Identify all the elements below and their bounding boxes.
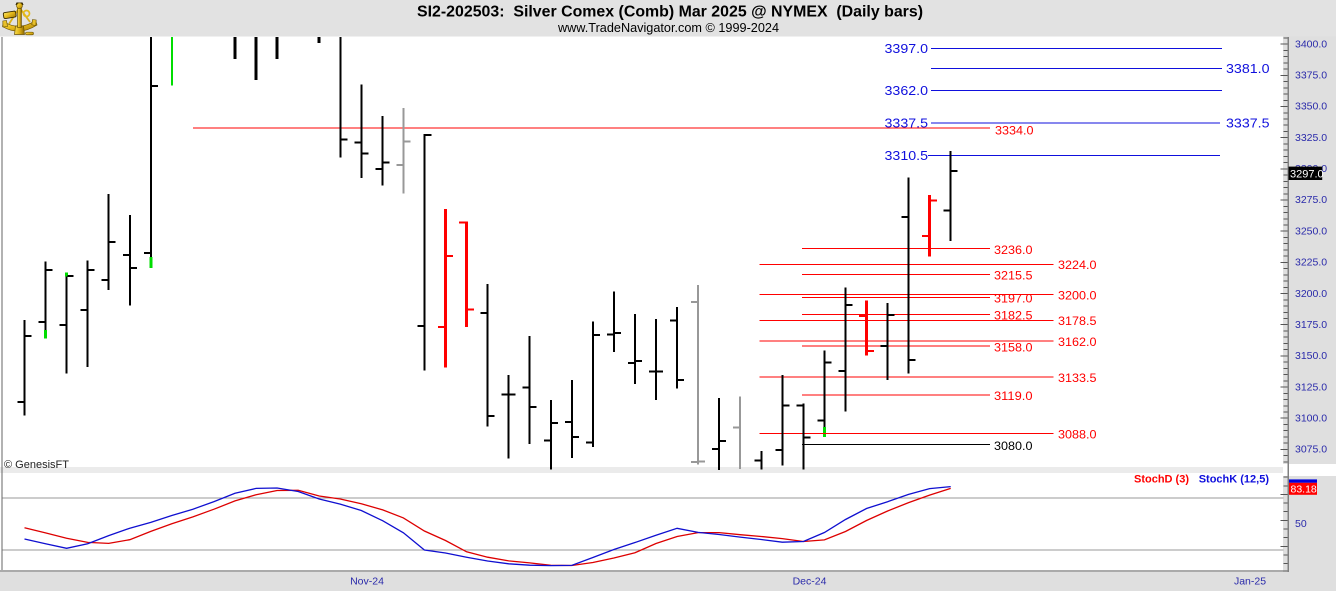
svg-text:3150.0: 3150.0 <box>1295 350 1327 362</box>
svg-text:3080.0: 3080.0 <box>994 439 1033 453</box>
svg-text:3197.0: 3197.0 <box>994 292 1033 306</box>
svg-text:3337.5: 3337.5 <box>1226 116 1270 131</box>
svg-text:3325.0: 3325.0 <box>1295 132 1327 144</box>
svg-text:3200.0: 3200.0 <box>1058 289 1097 303</box>
svg-text:3334.0: 3334.0 <box>995 124 1034 138</box>
svg-text:Jan-25: Jan-25 <box>1234 576 1266 588</box>
svg-text:3375.0: 3375.0 <box>1295 70 1327 82</box>
svg-text:3350.0: 3350.0 <box>1295 101 1327 113</box>
svg-text:3119.0: 3119.0 <box>994 389 1033 403</box>
svg-text:www.TradeNavigator.com © 1999-: www.TradeNavigator.com © 1999-2024 <box>557 21 779 35</box>
svg-text:3236.0: 3236.0 <box>994 243 1033 257</box>
svg-text:3200.0: 3200.0 <box>1295 288 1327 300</box>
svg-text:3182.5: 3182.5 <box>994 309 1033 323</box>
svg-text:3400.0: 3400.0 <box>1295 38 1327 50</box>
svg-text:3225.0: 3225.0 <box>1295 257 1327 269</box>
svg-text:3362.0: 3362.0 <box>885 83 929 98</box>
svg-text:83.18: 83.18 <box>1291 484 1317 496</box>
svg-text:3162.0: 3162.0 <box>1058 335 1097 349</box>
svg-text:3075.0: 3075.0 <box>1295 444 1327 456</box>
svg-text:Dec-24: Dec-24 <box>793 576 827 588</box>
svg-text:3250.0: 3250.0 <box>1295 225 1327 237</box>
svg-text:3088.0: 3088.0 <box>1058 428 1097 442</box>
svg-text:3275.0: 3275.0 <box>1295 194 1327 206</box>
svg-text:StochD (3): StochD (3) <box>1134 473 1189 485</box>
svg-text:3337.5: 3337.5 <box>885 116 929 131</box>
svg-text:SI2-202503: Silver Comex (Com: SI2-202503: Silver Comex (Comb) Mar 2025… <box>417 3 923 20</box>
svg-text:3215.5: 3215.5 <box>994 269 1033 283</box>
svg-text:© GenesisFT: © GenesisFT <box>4 459 69 471</box>
svg-text:3125.0: 3125.0 <box>1295 381 1327 393</box>
svg-text:StochK (12,5): StochK (12,5) <box>1199 473 1270 485</box>
svg-text:3100.0: 3100.0 <box>1295 412 1327 424</box>
svg-text:3397.0: 3397.0 <box>885 41 929 56</box>
svg-text:3178.5: 3178.5 <box>1058 314 1097 328</box>
svg-text:3224.0: 3224.0 <box>1058 258 1097 272</box>
svg-text:3381.0: 3381.0 <box>1226 61 1270 76</box>
svg-text:3133.5: 3133.5 <box>1058 371 1097 385</box>
svg-text:3158.0: 3158.0 <box>994 341 1033 355</box>
svg-text:3175.0: 3175.0 <box>1295 319 1327 331</box>
svg-text:Nov-24: Nov-24 <box>350 576 384 588</box>
svg-text:3297.0: 3297.0 <box>1290 168 1324 180</box>
svg-text:50: 50 <box>1295 518 1307 530</box>
svg-text:3310.5: 3310.5 <box>885 148 929 163</box>
